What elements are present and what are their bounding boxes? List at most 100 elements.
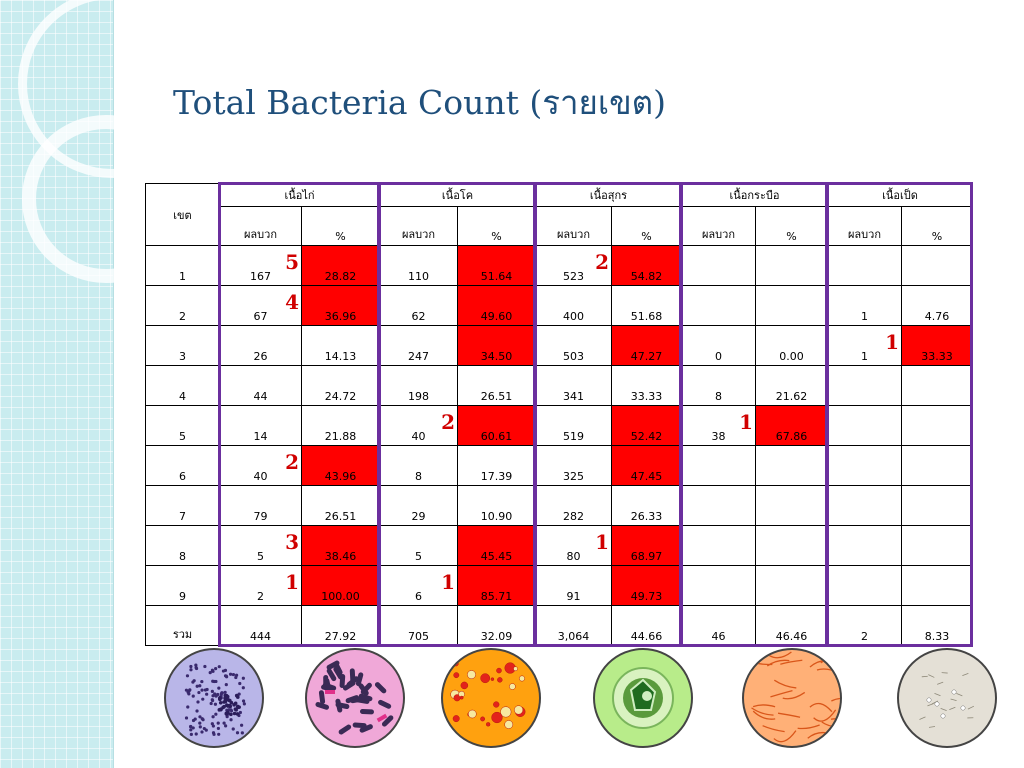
rank-label: 1 bbox=[441, 570, 455, 594]
positive-value: 325 bbox=[563, 470, 584, 483]
positive-cell: 46 bbox=[681, 605, 756, 646]
zone-cell: 2 bbox=[145, 285, 220, 326]
table-row: 7 79 26.51 29 10.90 282 26.33 bbox=[145, 485, 973, 526]
positive-value: 1 bbox=[861, 310, 868, 323]
positive-value: 46 bbox=[711, 630, 726, 643]
micrograph-pink-rods bbox=[305, 648, 405, 748]
positive-cell bbox=[827, 525, 902, 566]
positive-cell: 247 bbox=[379, 325, 458, 366]
percent-cell: 8.33 bbox=[901, 605, 973, 646]
positive-value: 8 bbox=[415, 470, 422, 483]
positive-value: 110 bbox=[408, 270, 429, 283]
positive-value: 79 bbox=[253, 510, 268, 523]
positive-cell: 1 bbox=[827, 285, 902, 326]
rank-label: 1 bbox=[285, 570, 299, 594]
positive-cell: 67 4 bbox=[219, 285, 302, 326]
micrograph-gray-spores bbox=[897, 648, 997, 748]
rank-label: 1 bbox=[595, 530, 609, 554]
percent-cell: 14.13 bbox=[301, 325, 380, 366]
positive-cell: 38 1 bbox=[681, 405, 756, 446]
percent-cell bbox=[901, 485, 973, 526]
positive-cell bbox=[681, 445, 756, 486]
micrograph-green-cells bbox=[593, 648, 693, 748]
zone-cell: 6 bbox=[145, 445, 220, 486]
positive-cell: 282 bbox=[535, 485, 612, 526]
percent-cell bbox=[755, 285, 828, 326]
percent-cell: 45.45 bbox=[457, 525, 536, 566]
zone-cell: 8 bbox=[145, 525, 220, 566]
rank-label: 2 bbox=[441, 410, 455, 434]
positive-cell: 705 bbox=[379, 605, 458, 646]
zone-cell: 4 bbox=[145, 365, 220, 406]
percent-cell: 26.51 bbox=[301, 485, 380, 526]
percent-subheader: % bbox=[611, 206, 682, 246]
positive-cell: 110 bbox=[379, 245, 458, 286]
positive-value: 38 bbox=[711, 430, 726, 443]
positive-cell bbox=[827, 365, 902, 406]
table-row: 1 167 5 28.82 110 51.64 523 2 54.82 bbox=[145, 245, 973, 286]
positive-cell: 341 bbox=[535, 365, 612, 406]
positive-cell: 44 bbox=[219, 365, 302, 406]
percent-cell: 36.96 bbox=[301, 285, 380, 326]
percent-cell: 43.96 bbox=[301, 445, 380, 486]
positive-cell: 40 2 bbox=[379, 405, 458, 446]
positive-value: 6 bbox=[415, 590, 422, 603]
percent-cell: 28.82 bbox=[301, 245, 380, 286]
rank-label: 5 bbox=[285, 250, 299, 274]
table-row: 3 26 14.13 247 34.50 503 47.27 0 0.00 1 1 33.33 bbox=[145, 325, 973, 366]
percent-cell bbox=[755, 445, 828, 486]
positive-cell bbox=[827, 405, 902, 446]
percent-cell bbox=[755, 525, 828, 566]
positive-cell: 2 bbox=[827, 605, 902, 646]
percent-cell: 47.27 bbox=[611, 325, 682, 366]
slide-title: Total Bacteria Count (รายเขต) bbox=[173, 83, 666, 122]
positive-value: 80 bbox=[566, 550, 581, 563]
positive-cell: 80 1 bbox=[535, 525, 612, 566]
percent-cell: 51.64 bbox=[457, 245, 536, 286]
bacteria-count-table: เขต เนื้อไก่ เนื้อโค เนื้อสุกร เนื้อกระบือ เน… bbox=[145, 183, 973, 646]
positive-value: 5 bbox=[257, 550, 264, 563]
percent-cell: 68.97 bbox=[611, 525, 682, 566]
table-row: 6 40 2 43.96 8 17.39 325 47.45 bbox=[145, 445, 973, 486]
percent-cell: 21.62 bbox=[755, 365, 828, 406]
percent-cell: 10.90 bbox=[457, 485, 536, 526]
percent-cell bbox=[901, 245, 973, 286]
percent-cell bbox=[901, 565, 973, 606]
positive-cell: 14 bbox=[219, 405, 302, 446]
positive-cell bbox=[681, 525, 756, 566]
positive-cell bbox=[681, 485, 756, 526]
rank-label: 4 bbox=[285, 290, 299, 314]
percent-cell: 17.39 bbox=[457, 445, 536, 486]
positive-cell: 79 bbox=[219, 485, 302, 526]
positive-cell: 0 bbox=[681, 325, 756, 366]
positive-value: 67 bbox=[253, 310, 268, 323]
positive-cell: 40 2 bbox=[219, 445, 302, 486]
positive-cell bbox=[681, 285, 756, 326]
zone-cell: 3 bbox=[145, 325, 220, 366]
positive-value: 26 bbox=[253, 350, 268, 363]
percent-cell: 21.88 bbox=[301, 405, 380, 446]
positive-cell: 5 bbox=[379, 525, 458, 566]
positive-cell: 8 bbox=[681, 365, 756, 406]
positive-cell: 519 bbox=[535, 405, 612, 446]
percent-cell: 46.46 bbox=[755, 605, 828, 646]
percent-cell: 34.50 bbox=[457, 325, 536, 366]
group-header: เนื้อเป็ด bbox=[827, 183, 973, 207]
percent-cell bbox=[901, 445, 973, 486]
positive-value: 3,064 bbox=[557, 630, 590, 643]
zone-cell: รวม bbox=[145, 605, 220, 646]
positive-value: 5 bbox=[415, 550, 422, 563]
positive-cell: 325 bbox=[535, 445, 612, 486]
rank-label: 2 bbox=[595, 250, 609, 274]
micrograph-orange-colonies bbox=[441, 648, 541, 748]
zone-cell: 5 bbox=[145, 405, 220, 446]
percent-cell bbox=[901, 525, 973, 566]
positive-value: 444 bbox=[250, 630, 271, 643]
percent-cell: 60.61 bbox=[457, 405, 536, 446]
positive-subheader: ผลบวก bbox=[379, 206, 458, 246]
positive-cell bbox=[681, 565, 756, 606]
percent-cell: 49.60 bbox=[457, 285, 536, 326]
zone-cell: 7 bbox=[145, 485, 220, 526]
